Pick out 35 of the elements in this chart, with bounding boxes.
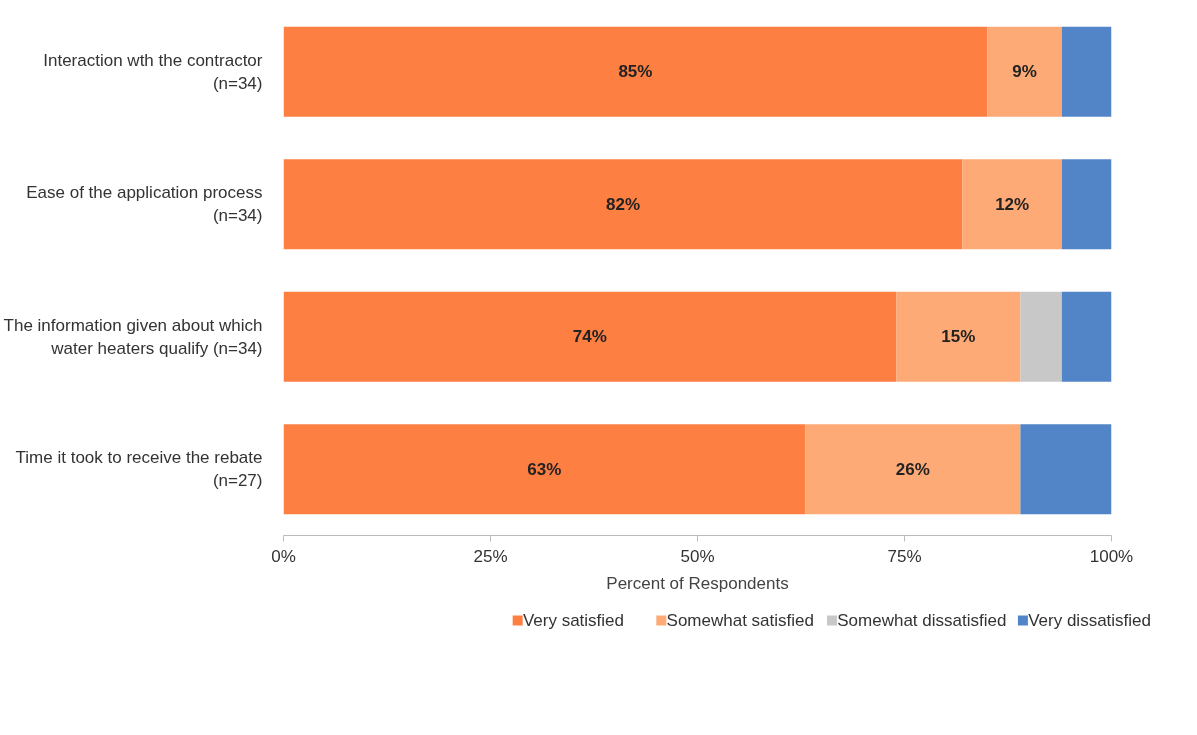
bar	[805, 424, 1021, 515]
data-label: 82%	[605, 194, 640, 214]
data-label: 85%	[618, 62, 653, 82]
bar	[283, 159, 963, 250]
bar	[1020, 424, 1112, 515]
data-label: 9%	[1012, 62, 1037, 82]
legend-label: Very dissatisfied	[1028, 611, 1151, 630]
bar	[1061, 26, 1112, 117]
y-tick-label: Ease of the application process (n=34)	[26, 183, 263, 226]
data-label: 12%	[995, 194, 1030, 214]
bar	[283, 26, 988, 117]
x-tick-label: 0%	[271, 546, 296, 566]
data-label: 63%	[527, 459, 562, 479]
bar	[896, 291, 1021, 382]
bar	[283, 424, 806, 515]
x-tick-label: 25%	[473, 546, 508, 566]
data-label: 26%	[895, 459, 930, 479]
data-label: 74%	[572, 327, 607, 347]
bar	[1061, 291, 1112, 382]
x-axis-title: Percent of Respondents	[606, 573, 789, 593]
bar	[1061, 159, 1112, 250]
y-tick-label: Interaction wth the contractor (n=34)	[43, 50, 263, 93]
legend-label: Very satisfied	[522, 611, 625, 630]
legend-label: Somewhat dissatisfied	[837, 611, 1007, 630]
x-tick-label: 50%	[680, 546, 715, 566]
bar	[1020, 291, 1062, 382]
x-tick-label: 100%	[1089, 546, 1134, 566]
bar	[962, 159, 1062, 250]
bar	[987, 26, 1062, 117]
y-tick-label: The information given about which water heaters qualify (n=34)	[3, 315, 263, 358]
y-tick-label: Time it took to receive the rebate (n=27)	[15, 448, 263, 491]
data-label: 15%	[941, 327, 976, 347]
bar	[283, 291, 897, 382]
legend-label: Somewhat satisfied	[666, 611, 814, 630]
x-tick-label: 75%	[887, 546, 922, 566]
